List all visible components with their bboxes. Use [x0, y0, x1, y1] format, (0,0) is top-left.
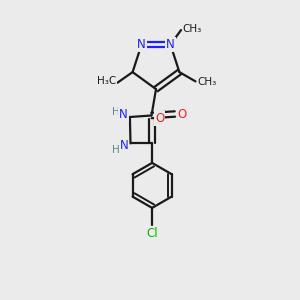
- Text: O: O: [155, 112, 164, 125]
- Text: O: O: [178, 107, 187, 121]
- Text: N: N: [119, 108, 128, 121]
- Text: CH₃: CH₃: [183, 23, 202, 34]
- Text: H: H: [112, 145, 120, 155]
- Text: CH₃: CH₃: [197, 77, 217, 87]
- Text: H: H: [112, 106, 119, 117]
- Text: N: N: [137, 38, 146, 51]
- Text: N: N: [119, 139, 128, 152]
- Text: Cl: Cl: [146, 227, 158, 240]
- Text: N: N: [166, 38, 175, 51]
- Text: N: N: [119, 108, 128, 121]
- Text: H₃C: H₃C: [97, 76, 116, 86]
